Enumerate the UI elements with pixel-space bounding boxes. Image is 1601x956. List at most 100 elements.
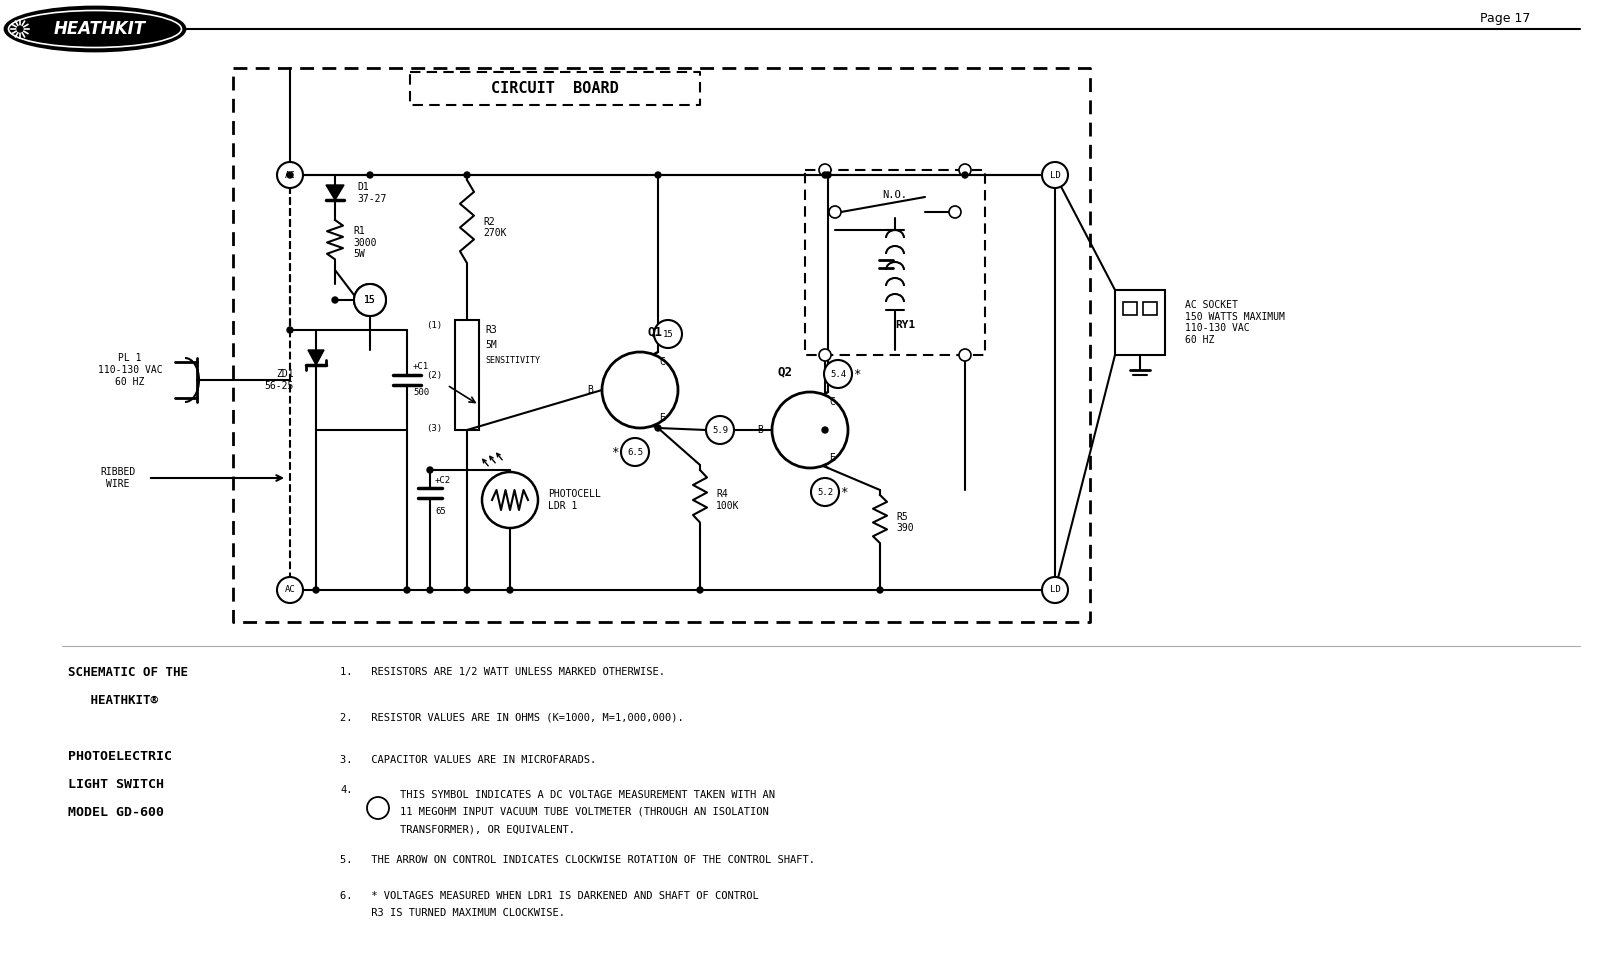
Text: 5.4: 5.4 xyxy=(829,370,845,379)
Text: PHOTOCELL
LDR 1: PHOTOCELL LDR 1 xyxy=(548,489,600,511)
Circle shape xyxy=(287,172,293,178)
Circle shape xyxy=(18,26,22,32)
Circle shape xyxy=(772,392,849,468)
Text: E: E xyxy=(660,413,664,423)
Text: SCHEMATIC OF THE: SCHEMATIC OF THE xyxy=(67,665,187,679)
Circle shape xyxy=(354,284,386,316)
Circle shape xyxy=(621,438,648,466)
Text: R5
390: R5 390 xyxy=(897,511,914,533)
Text: D1
37-27: D1 37-27 xyxy=(357,183,386,204)
Text: 65: 65 xyxy=(435,508,445,516)
Circle shape xyxy=(949,206,961,218)
Circle shape xyxy=(367,797,389,819)
Text: 4.: 4. xyxy=(339,785,352,795)
Bar xyxy=(1122,302,1137,315)
Circle shape xyxy=(829,206,841,218)
Circle shape xyxy=(959,164,970,176)
Text: B: B xyxy=(588,385,592,395)
Text: SENSITIVITY: SENSITIVITY xyxy=(485,356,540,364)
Text: (1): (1) xyxy=(426,320,442,330)
Text: AC SOCKET
150 WATTS MAXIMUM
110-130 VAC
60 HZ: AC SOCKET 150 WATTS MAXIMUM 110-130 VAC … xyxy=(1185,300,1286,345)
Circle shape xyxy=(314,587,319,593)
Circle shape xyxy=(1042,162,1068,188)
Text: R3 IS TURNED MAXIMUM CLOCKWISE.: R3 IS TURNED MAXIMUM CLOCKWISE. xyxy=(339,908,565,918)
Circle shape xyxy=(403,587,410,593)
Text: (2): (2) xyxy=(426,371,442,380)
Text: MODEL GD-600: MODEL GD-600 xyxy=(67,806,163,818)
Circle shape xyxy=(277,577,303,603)
Text: R1
3000
5W: R1 3000 5W xyxy=(352,226,376,259)
Text: 5.9: 5.9 xyxy=(712,425,728,434)
Bar xyxy=(455,320,479,430)
Circle shape xyxy=(825,172,831,178)
Circle shape xyxy=(482,472,538,528)
Circle shape xyxy=(354,284,386,316)
Text: HEATHKIT: HEATHKIT xyxy=(54,20,146,38)
Text: LD: LD xyxy=(1050,170,1060,180)
Text: ZD1
56-25: ZD1 56-25 xyxy=(264,369,295,391)
Circle shape xyxy=(820,349,831,361)
Circle shape xyxy=(825,360,852,388)
Text: 6.5: 6.5 xyxy=(628,447,644,457)
Text: 15: 15 xyxy=(663,330,674,338)
Text: N.O.: N.O. xyxy=(882,190,908,200)
Text: 1.   RESISTORS ARE 1/2 WATT UNLESS MARKED OTHERWISE.: 1. RESISTORS ARE 1/2 WATT UNLESS MARKED … xyxy=(339,667,664,677)
Circle shape xyxy=(653,320,682,348)
Circle shape xyxy=(287,327,293,333)
Circle shape xyxy=(1042,577,1068,603)
Text: 5.2: 5.2 xyxy=(817,488,833,496)
Text: 5M: 5M xyxy=(485,340,496,350)
Circle shape xyxy=(331,297,338,303)
Text: LD: LD xyxy=(1050,585,1060,595)
Text: C: C xyxy=(660,357,664,367)
Text: AC: AC xyxy=(285,585,295,595)
Bar xyxy=(1143,302,1158,315)
Text: +C1: +C1 xyxy=(413,361,429,371)
Circle shape xyxy=(821,427,828,433)
Circle shape xyxy=(427,467,432,473)
Text: *: * xyxy=(841,486,847,498)
Circle shape xyxy=(464,172,471,178)
Text: HEATHKIT®: HEATHKIT® xyxy=(67,693,158,706)
Circle shape xyxy=(464,587,471,593)
Text: 11 MEGOHM INPUT VACUUM TUBE VOLTMETER (THROUGH AN ISOLATION: 11 MEGOHM INPUT VACUUM TUBE VOLTMETER (T… xyxy=(400,807,768,817)
Text: PHOTOELECTRIC: PHOTOELECTRIC xyxy=(67,750,171,763)
Circle shape xyxy=(959,349,970,361)
Text: RY1: RY1 xyxy=(895,320,916,330)
Text: LIGHT SWITCH: LIGHT SWITCH xyxy=(67,777,163,791)
Text: R2
270K: R2 270K xyxy=(484,217,506,238)
Text: 2.   RESISTOR VALUES ARE IN OHMS (K=1000, M=1,000,000).: 2. RESISTOR VALUES ARE IN OHMS (K=1000, … xyxy=(339,713,684,723)
Circle shape xyxy=(427,587,432,593)
Circle shape xyxy=(877,587,884,593)
Text: Page 17: Page 17 xyxy=(1479,11,1531,25)
Text: THIS SYMBOL INDICATES A DC VOLTAGE MEASUREMENT TAKEN WITH AN: THIS SYMBOL INDICATES A DC VOLTAGE MEASU… xyxy=(400,790,775,800)
Text: (3): (3) xyxy=(426,424,442,432)
Circle shape xyxy=(706,416,733,444)
Text: +C2: +C2 xyxy=(435,475,451,485)
Circle shape xyxy=(655,425,661,431)
Text: *: * xyxy=(612,445,620,459)
Text: Q2: Q2 xyxy=(778,365,792,379)
Circle shape xyxy=(821,172,828,178)
Text: TRANSFORMER), OR EQUIVALENT.: TRANSFORMER), OR EQUIVALENT. xyxy=(400,824,575,834)
Text: E: E xyxy=(829,453,836,463)
Text: 3.   CAPACITOR VALUES ARE IN MICROFARADS.: 3. CAPACITOR VALUES ARE IN MICROFARADS. xyxy=(339,755,596,765)
Text: CIRCUIT  BOARD: CIRCUIT BOARD xyxy=(492,81,620,96)
Polygon shape xyxy=(307,350,323,365)
Circle shape xyxy=(508,587,512,593)
Circle shape xyxy=(820,164,831,176)
Circle shape xyxy=(367,172,373,178)
Text: PL 1
110-130 VAC
60 HZ: PL 1 110-130 VAC 60 HZ xyxy=(98,354,162,386)
Text: 6.   * VOLTAGES MEASURED WHEN LDR1 IS DARKENED AND SHAFT OF CONTROL: 6. * VOLTAGES MEASURED WHEN LDR1 IS DARK… xyxy=(339,891,759,901)
Circle shape xyxy=(602,352,677,428)
Text: C: C xyxy=(829,397,836,407)
Circle shape xyxy=(277,162,303,188)
Circle shape xyxy=(696,587,703,593)
Text: RIBBED
WIRE: RIBBED WIRE xyxy=(101,467,136,489)
Circle shape xyxy=(962,172,969,178)
Circle shape xyxy=(655,172,661,178)
Text: 15: 15 xyxy=(363,295,376,305)
Text: *: * xyxy=(853,367,860,380)
Text: R3: R3 xyxy=(485,325,496,335)
Text: Q1: Q1 xyxy=(647,325,663,338)
